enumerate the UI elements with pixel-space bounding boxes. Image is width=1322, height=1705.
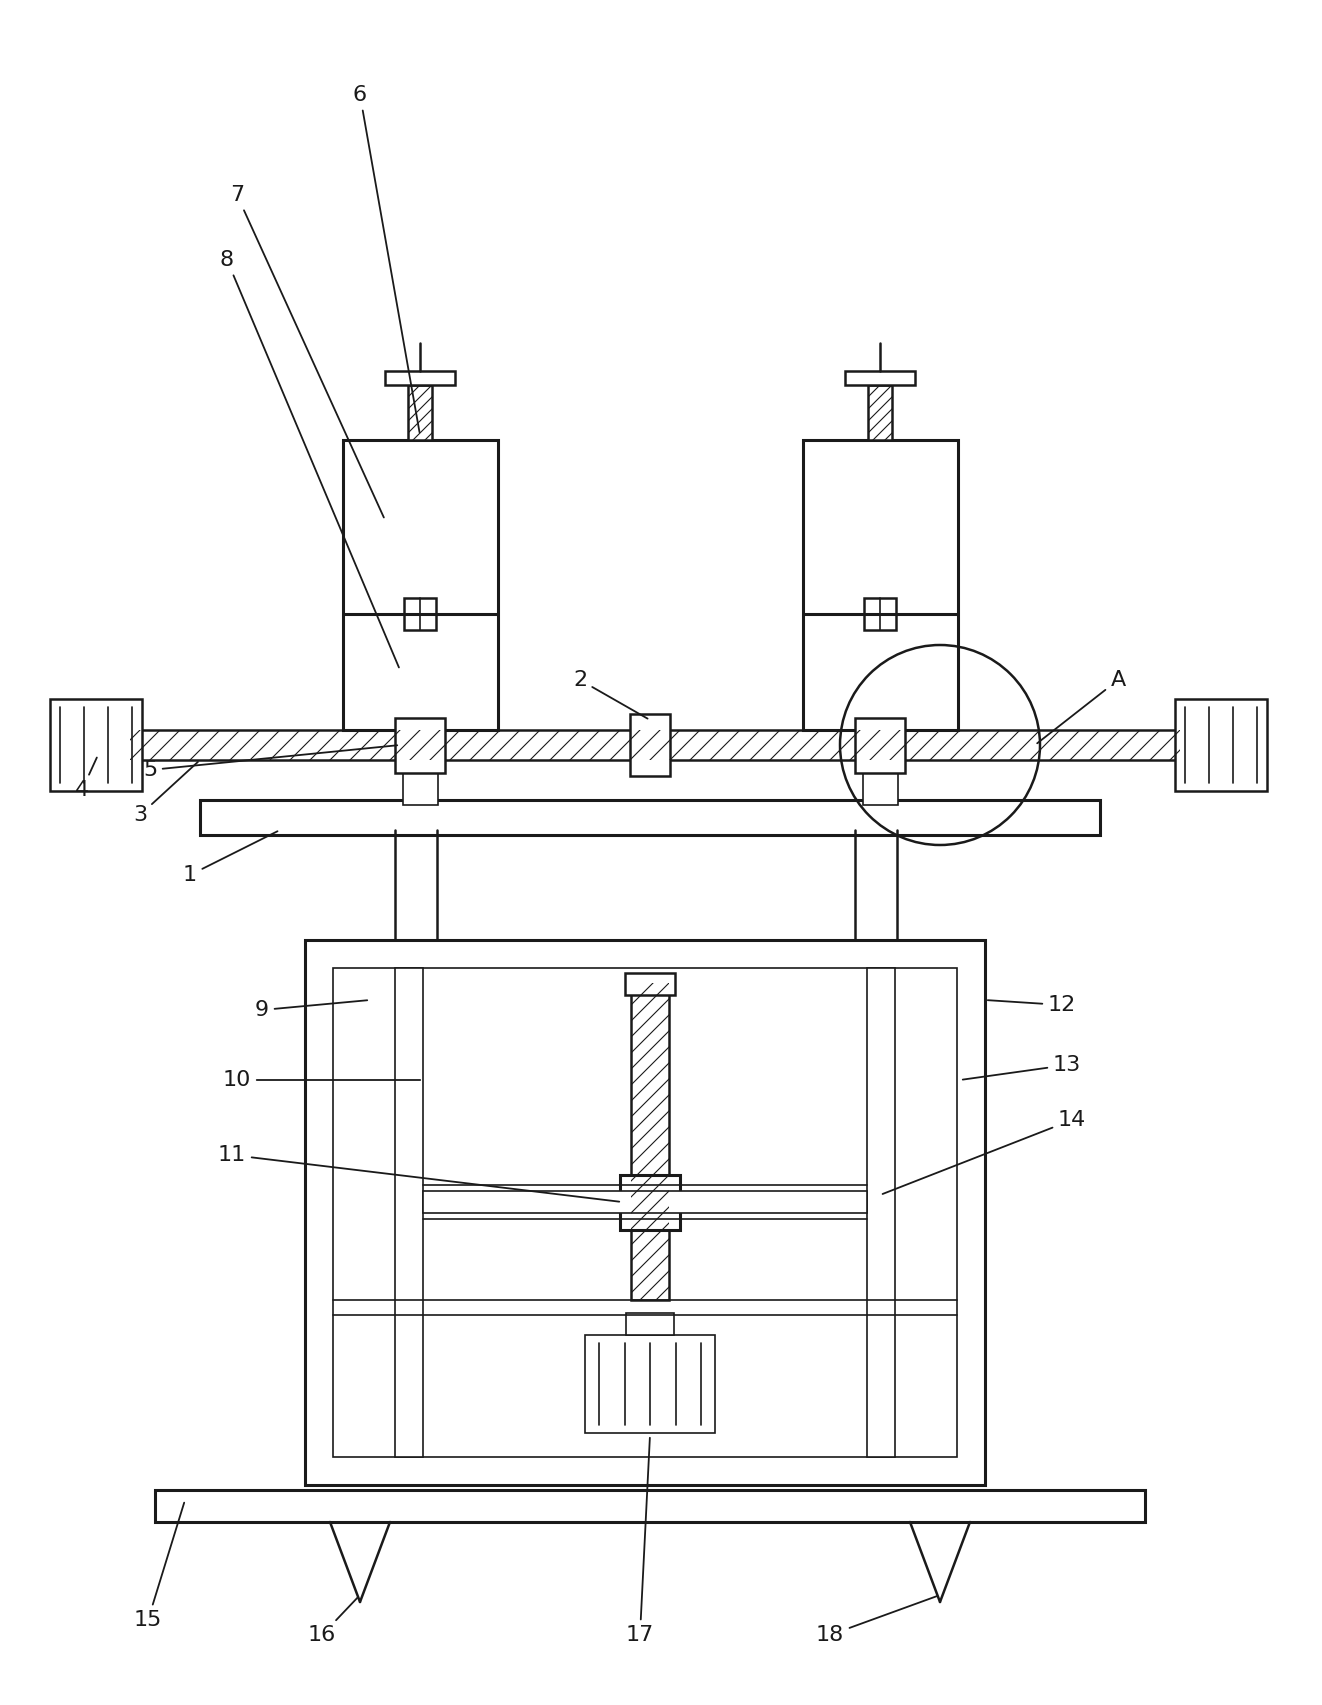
Text: 3: 3 [134, 762, 198, 825]
Text: 6: 6 [353, 85, 419, 433]
Bar [865, 598, 896, 631]
Bar [586, 1335, 715, 1432]
Bar [802, 440, 958, 730]
Bar [333, 968, 957, 1458]
Bar [1175, 699, 1266, 791]
Bar [200, 800, 1100, 835]
Bar [631, 984, 669, 1299]
Text: 17: 17 [625, 1437, 654, 1645]
Bar [867, 968, 895, 1458]
Bar [855, 718, 906, 772]
Bar [627, 1313, 674, 1335]
Text: 5: 5 [143, 745, 397, 779]
Bar [620, 1175, 680, 1229]
Bar [631, 714, 670, 776]
Text: 1: 1 [182, 832, 278, 885]
Text: 14: 14 [883, 1110, 1087, 1193]
Text: 8: 8 [219, 251, 399, 667]
Bar [395, 718, 446, 772]
Text: A: A [1038, 670, 1125, 743]
Bar [342, 440, 498, 730]
Text: 12: 12 [988, 996, 1076, 1014]
Text: 15: 15 [134, 1502, 184, 1630]
Bar [845, 372, 915, 385]
Bar [50, 699, 141, 791]
Text: 2: 2 [572, 670, 648, 718]
Bar [863, 760, 898, 805]
Bar [130, 730, 1181, 760]
Bar [155, 1490, 1145, 1523]
Text: 9: 9 [255, 1001, 368, 1020]
Bar [403, 760, 438, 805]
Text: 10: 10 [223, 1071, 420, 1089]
Bar [408, 385, 432, 440]
Bar [625, 974, 676, 996]
Bar [869, 385, 892, 440]
Bar [305, 939, 985, 1485]
Bar [395, 968, 423, 1458]
Text: 18: 18 [816, 1596, 937, 1645]
Text: 13: 13 [962, 1055, 1081, 1079]
Text: 11: 11 [218, 1146, 619, 1202]
Text: 4: 4 [75, 757, 97, 800]
Text: 16: 16 [308, 1598, 358, 1645]
Bar [423, 1192, 867, 1212]
Text: 7: 7 [230, 186, 383, 518]
Bar [385, 372, 455, 385]
Bar [405, 598, 436, 631]
